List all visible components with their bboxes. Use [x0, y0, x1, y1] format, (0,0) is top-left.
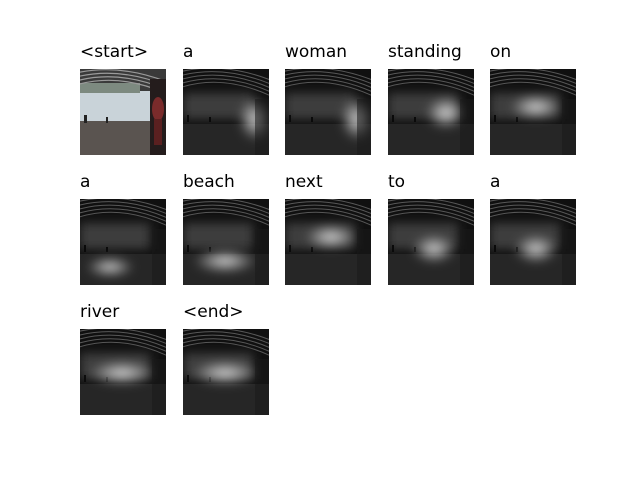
token-word: next — [285, 172, 323, 192]
token-cell: <end> — [183, 302, 273, 415]
token-word: a — [490, 172, 501, 192]
attention-heatmap — [388, 69, 474, 155]
attention-heatmap — [183, 199, 269, 285]
photo-image — [80, 69, 166, 155]
token-word: woman — [285, 42, 348, 62]
token-cell: on — [490, 42, 580, 155]
attention-map — [183, 329, 269, 415]
token-word: beach — [183, 172, 235, 192]
token-word: <start> — [80, 42, 149, 62]
attention-map — [285, 69, 371, 155]
attention-map — [80, 329, 166, 415]
attention-heatmap — [285, 199, 371, 285]
attention-heatmap — [183, 69, 269, 155]
token-cell: a — [80, 172, 170, 285]
attention-map — [183, 69, 269, 155]
token-word: standing — [388, 42, 462, 62]
attention-heatmap — [80, 199, 166, 285]
token-cell: to — [388, 172, 478, 285]
attention-map — [490, 69, 576, 155]
token-cell: beach — [183, 172, 273, 285]
attention-map — [285, 199, 371, 285]
attention-heatmap — [490, 69, 576, 155]
attention-heatmap — [388, 199, 474, 285]
attention-map — [183, 199, 269, 285]
token-cell: a — [183, 42, 273, 155]
token-cell: <start> — [80, 42, 170, 155]
token-word: a — [80, 172, 91, 192]
token-word: to — [388, 172, 406, 192]
attention-heatmap — [490, 199, 576, 285]
token-word: on — [490, 42, 512, 62]
attention-heatmap — [183, 329, 269, 415]
token-cell: a — [490, 172, 580, 285]
attention-heatmap — [285, 69, 371, 155]
token-cell: next — [285, 172, 375, 285]
token-word: <end> — [183, 302, 244, 322]
token-cell: woman — [285, 42, 375, 155]
attention-map — [388, 69, 474, 155]
attention-map — [388, 199, 474, 285]
source-photo — [80, 69, 166, 155]
token-word: river — [80, 302, 120, 322]
attention-map — [80, 199, 166, 285]
token-word: a — [183, 42, 194, 62]
attention-heatmap — [80, 329, 166, 415]
token-cell: river — [80, 302, 170, 415]
token-cell: standing — [388, 42, 478, 155]
attention-map — [490, 199, 576, 285]
